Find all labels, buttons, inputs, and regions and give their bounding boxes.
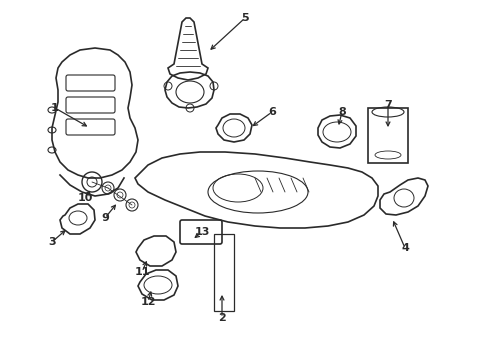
- Text: 13: 13: [195, 227, 210, 237]
- Text: 12: 12: [140, 297, 156, 307]
- Text: 8: 8: [338, 107, 346, 117]
- Text: 9: 9: [101, 213, 109, 223]
- Text: 7: 7: [384, 100, 392, 110]
- Text: 4: 4: [401, 243, 409, 253]
- Text: 10: 10: [77, 193, 93, 203]
- Text: 11: 11: [134, 267, 150, 277]
- Text: 1: 1: [51, 103, 59, 113]
- Text: 5: 5: [241, 13, 249, 23]
- Text: 6: 6: [268, 107, 276, 117]
- Text: 3: 3: [48, 237, 56, 247]
- Text: 2: 2: [218, 313, 226, 323]
